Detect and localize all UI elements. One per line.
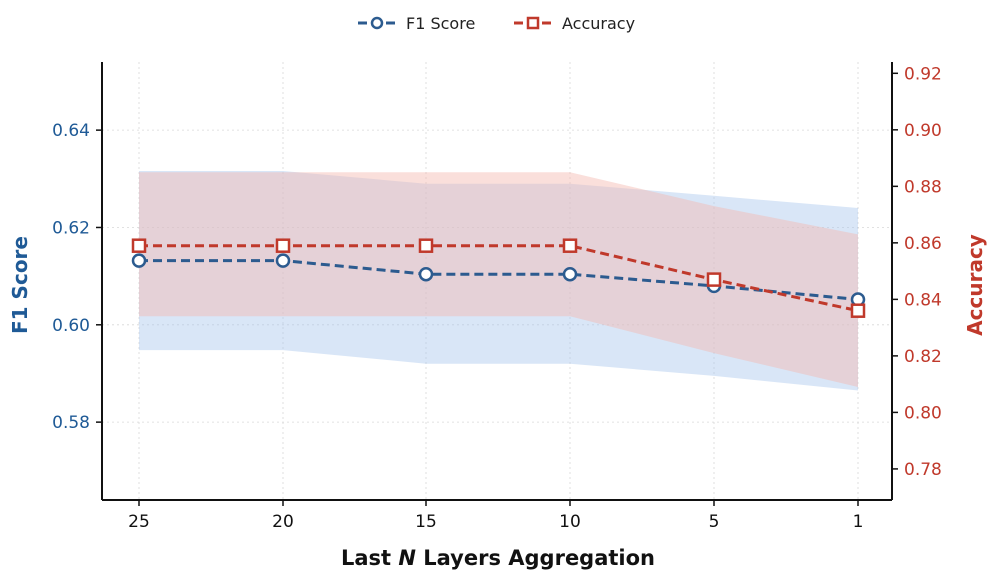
x-tick-label-1: 20 (272, 512, 294, 532)
band-accuracy (139, 172, 858, 387)
legend-label-f1-score: F1 Score (406, 14, 475, 33)
band-f1-score (139, 171, 858, 391)
point-accuracy-2 (418, 238, 434, 253)
y-right-tick-label-0: 0.78 (904, 460, 942, 480)
y-right-tick-label-1: 0.80 (904, 403, 942, 423)
point-accuracy-4 (706, 272, 722, 287)
x-axis-label: Last N Layers Aggregation (341, 546, 655, 570)
y-left-tick-label-3: 0.64 (52, 121, 90, 141)
y-right-tick-label-7: 0.92 (904, 64, 942, 84)
tick-labels: 25 20 15 10 5 1 0.58 0.60 0.62 0.64 0.78 0.80 0.82 0.… (52, 64, 942, 532)
y-right-tick-label-2: 0.82 (904, 347, 942, 367)
x-tick-label-5: 1 (853, 512, 864, 532)
point-f1-score-2 (418, 266, 434, 282)
confidence-bands (139, 171, 858, 391)
grid-lines (102, 62, 892, 500)
legend-marker-accuracy (526, 16, 540, 30)
x-tick-label-0: 25 (128, 512, 150, 532)
x-tick-label-2: 15 (415, 512, 437, 532)
y-right-tick-label-4: 0.86 (904, 234, 942, 254)
y-left-tick-label-0: 0.58 (52, 413, 90, 433)
point-accuracy-1 (275, 238, 291, 253)
x-tick-label-3: 10 (559, 512, 581, 532)
y-right-tick-label-5: 0.88 (904, 177, 942, 197)
y-right-tick-label-6: 0.90 (904, 121, 942, 141)
point-f1-score-0 (131, 253, 147, 268)
y-axis-left-label: F1 Score (8, 236, 32, 334)
point-accuracy-3 (562, 238, 578, 253)
y-left-tick-label-1: 0.60 (52, 316, 90, 336)
legend-label-accuracy: Accuracy (562, 14, 635, 33)
y-right-tick-label-3: 0.84 (904, 290, 942, 310)
axes (96, 62, 898, 506)
point-f1-score-1 (275, 253, 291, 268)
line-accuracy (139, 244, 859, 313)
point-accuracy-0 (131, 238, 147, 253)
point-accuracy-5 (850, 303, 866, 318)
point-f1-score-3 (562, 266, 578, 282)
legend-marker-f1-score (370, 16, 384, 30)
line-f1-score (139, 259, 859, 301)
y-left-tick-label-2: 0.62 (52, 218, 90, 238)
legend: F1 Score Accuracy (358, 14, 635, 33)
x-tick-label-4: 5 (709, 512, 720, 532)
y-axis-right-label: Accuracy (963, 234, 987, 336)
series-lines (131, 238, 866, 318)
